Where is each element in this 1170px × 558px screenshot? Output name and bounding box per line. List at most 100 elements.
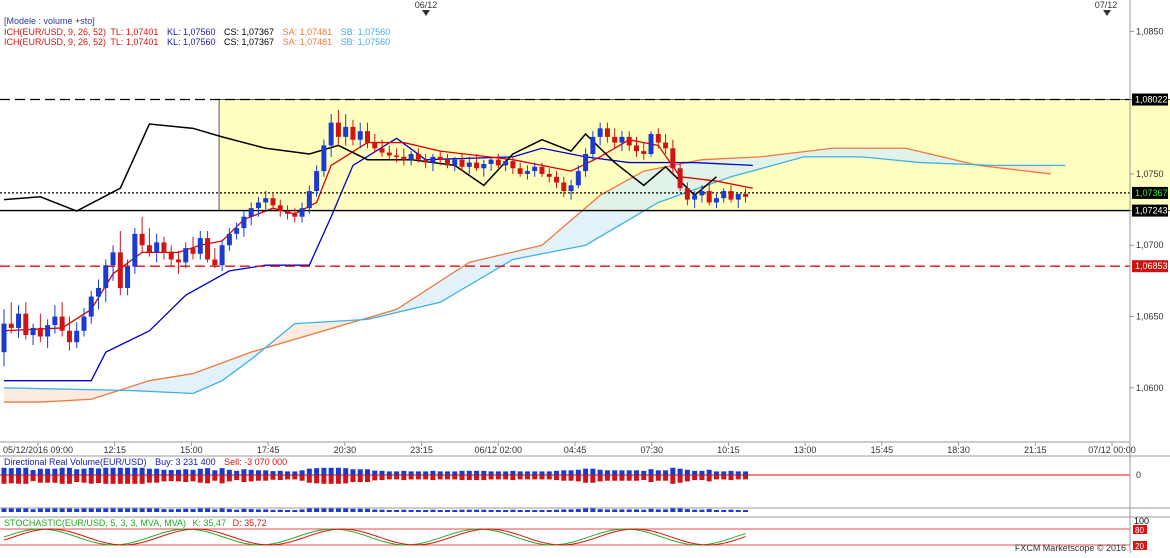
- volume-mini-bar: [408, 510, 414, 512]
- volume-buy-bar: [292, 471, 298, 475]
- volume-sell-bar: [524, 475, 530, 480]
- volume-buy-bar: [132, 467, 138, 475]
- volume-mini-bar: [328, 508, 334, 512]
- volume-mini-bar: [735, 510, 741, 512]
- volume-sell-bar: [546, 475, 552, 480]
- volume-mini-bar: [554, 509, 560, 512]
- volume-buy-bar: [597, 469, 603, 475]
- volume-mini-bar: [270, 509, 276, 512]
- candle-body: [575, 171, 581, 186]
- volume-buy-bar: [357, 469, 363, 475]
- candle-body: [59, 316, 65, 331]
- volume-mini-bar: [190, 509, 196, 512]
- volume-sell-bar: [74, 475, 80, 483]
- volume-buy-bar: [285, 471, 291, 475]
- volume-mini-bar: [561, 509, 567, 512]
- volume-buy-bar: [466, 470, 472, 475]
- y-tick-label: 1,0750: [1136, 169, 1164, 179]
- candle-body: [270, 198, 276, 206]
- volume-mini-bar: [350, 508, 356, 512]
- volume-sell-bar: [292, 475, 298, 480]
- volume-sell-bar: [633, 475, 639, 481]
- price-label: 1,07367: [1135, 188, 1168, 198]
- volume-buy-bar: [365, 469, 370, 475]
- volume-sell-bar: [379, 475, 385, 481]
- volume-buy-bar: [415, 471, 421, 475]
- top-marker-0712-arrow: [1103, 10, 1111, 16]
- candle-body: [423, 159, 429, 163]
- volume-buy-bar: [8, 468, 14, 475]
- volume-sell-bar: [314, 475, 320, 484]
- volume-sell-bar: [677, 475, 683, 483]
- volume-mini-bar: [597, 509, 603, 512]
- volume-mini-bar: [713, 510, 719, 512]
- top-marker-0612: 06/12: [415, 0, 438, 10]
- volume-sell-bar: [197, 475, 203, 483]
- stoch-k: K: 35,47: [193, 518, 227, 528]
- candle-body: [401, 156, 407, 160]
- volume-sell-bar: [241, 475, 247, 483]
- candle-body: [539, 166, 545, 174]
- volume-buy-bar: [641, 470, 647, 475]
- volume-buy-bar: [45, 468, 51, 475]
- volume-sell-bar: [277, 475, 283, 481]
- x-tick-label: 06/12 02:00: [475, 445, 523, 455]
- candle-body: [365, 131, 370, 143]
- volume-sell-bar: [510, 475, 516, 481]
- volume-sell-bar: [154, 475, 160, 483]
- candles-layer: [1, 109, 749, 367]
- volume-mini-bar: [197, 508, 203, 512]
- legend-line-2: ICH(EUR/USD, 9, 26, 52) TL: 1,07401 KL: …: [4, 37, 390, 47]
- volume-mini-bar: [292, 510, 298, 512]
- volume-buy-bar: [306, 468, 312, 475]
- candle-body: [154, 242, 160, 253]
- legend-1-tl: TL: 1,07401: [110, 27, 158, 37]
- volume-buy-bar: [190, 469, 196, 475]
- volume-sell-bar: [365, 475, 370, 483]
- volume-buy-bar: [437, 471, 443, 475]
- volume-mini-bar: [219, 508, 225, 512]
- volume-mini-bar: [648, 508, 654, 512]
- candle-body: [285, 211, 291, 214]
- volume-sell-bar: [684, 475, 690, 482]
- volume-mini-bar: [154, 508, 160, 512]
- volume-buy-bar: [488, 471, 494, 475]
- volume-mini-bar: [234, 509, 240, 512]
- volume-sell-bar: [517, 475, 523, 480]
- candle-body: [183, 248, 189, 263]
- price-label-badge: [1132, 186, 1168, 199]
- top-marker-0712: 07/12: [1095, 0, 1118, 10]
- volume-sell: Sell: -3 070 000: [224, 457, 287, 467]
- volume-mini-bar: [175, 509, 181, 512]
- volume-mini-bar: [575, 509, 581, 512]
- volume-mini-bar: [357, 508, 363, 512]
- volume-sell-bar: [641, 475, 647, 481]
- x-tick-label: 21:15: [1024, 445, 1047, 455]
- x-tick-label: 12:15: [103, 445, 126, 455]
- volume-sell-bar: [372, 475, 378, 481]
- candle-body: [299, 208, 305, 217]
- volume-sell-bar: [612, 475, 618, 481]
- volume-mini-bar: [612, 509, 618, 512]
- legend-2-sb: SB: 1,07560: [341, 37, 391, 47]
- volume-mini-bar: [641, 509, 647, 512]
- candle-body: [568, 185, 574, 192]
- volume-sell-bar: [88, 475, 94, 484]
- volume-mini-bar: [103, 508, 109, 512]
- volume-mini-bar: [517, 510, 523, 512]
- volume-sell-bar: [175, 475, 181, 482]
- volume-sell-bar: [335, 475, 341, 484]
- volume-buy-bar: [212, 470, 218, 475]
- volume-mini-bar: [81, 508, 87, 512]
- candle-body: [175, 259, 181, 263]
- volume-mini-bar: [16, 508, 22, 512]
- volume-mini-bar: [45, 508, 51, 512]
- volume-buy-bar: [241, 469, 247, 475]
- candle-body: [735, 193, 741, 200]
- volume-sell-bar: [357, 475, 363, 483]
- cloud-segment: [116, 348, 263, 394]
- volume-buy-bar: [219, 468, 225, 475]
- volume-mini-bar: [365, 508, 370, 512]
- x-tick-label: 07:30: [640, 445, 663, 455]
- volume-buy-bar: [59, 467, 65, 475]
